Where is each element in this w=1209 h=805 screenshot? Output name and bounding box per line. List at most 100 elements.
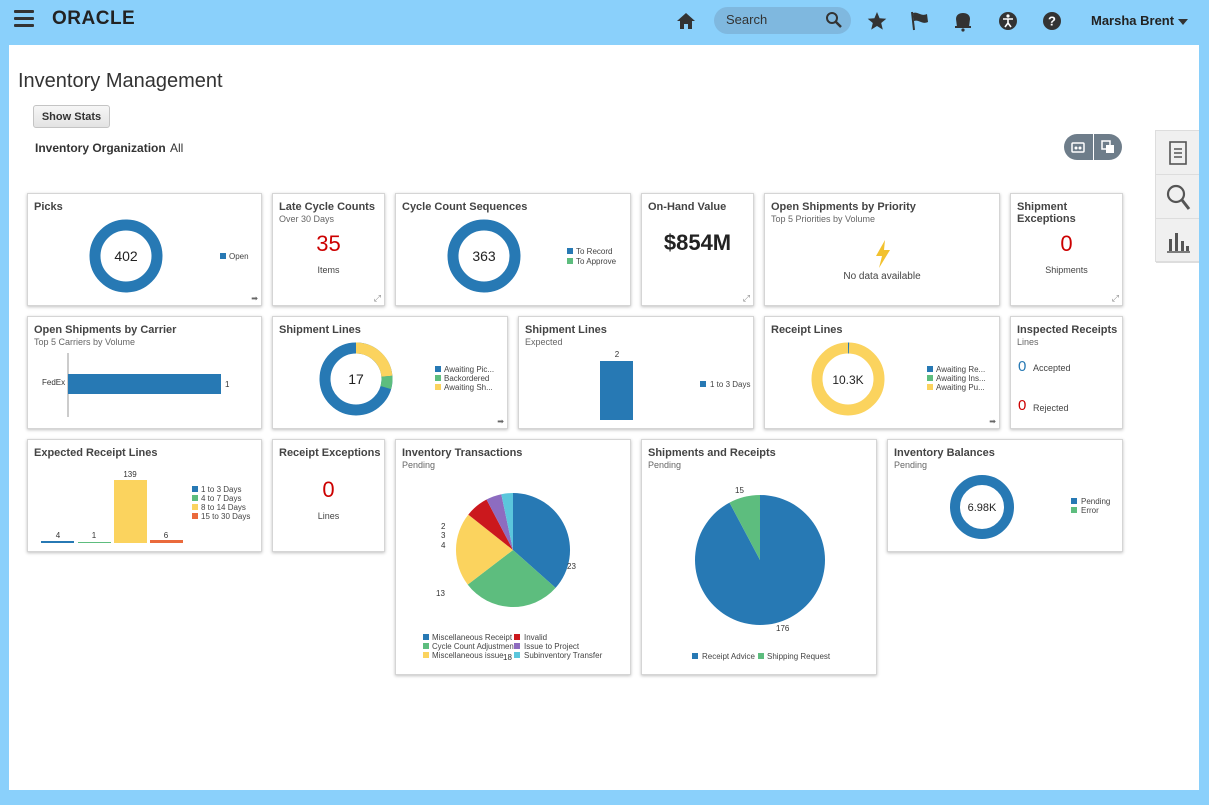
bar-15-to-30-days [150, 540, 183, 543]
bar-1-to-3-days [600, 361, 633, 420]
tile-inventory-transactions[interactable]: Inventory Transactions Pending 23 18 13 … [395, 439, 631, 675]
side-panel [1155, 130, 1199, 263]
chevron-down-icon [1178, 18, 1189, 25]
inventory-organization-label: Inventory Organization [35, 141, 166, 155]
page-title: Inventory Management [18, 70, 223, 92]
legend-label: Backordered [444, 374, 489, 383]
donut-slice-pending [950, 475, 1014, 539]
tile-open-shipments-by-priority[interactable]: Open Shipments by Priority Top 5 Priorit… [764, 193, 1000, 306]
legend-label: Issue to Project [524, 642, 580, 651]
legend-label: Miscellaneous issue [432, 651, 504, 660]
donut-slice-backordered [319, 342, 393, 416]
pie-value-label: 13 [436, 589, 445, 598]
tile-shipment-lines[interactable]: Shipment Lines 17 Awaiting Pic... Backor… [272, 316, 508, 429]
notifications-bell-icon[interactable] [952, 10, 974, 32]
tile-on-hand-value[interactable]: On-Hand Value $854M ⤢ [641, 193, 754, 306]
pie-value-label: 2 [441, 522, 446, 531]
legend-swatch [567, 248, 573, 254]
bar-value-label: 139 [123, 470, 137, 479]
legend-label: Subinventory Transfer [524, 651, 603, 660]
tile-shipment-exceptions[interactable]: Shipment Exceptions 0 Shipments ⤢ [1010, 193, 1123, 306]
arrow-right-icon[interactable]: ➡ [989, 417, 996, 426]
tile-late-cycle-counts[interactable]: Late Cycle Counts Over 30 Days 35 Items … [272, 193, 385, 306]
tile-receipt-exceptions[interactable]: Receipt Exceptions 0 Lines [272, 439, 385, 552]
menu-icon[interactable] [14, 10, 34, 27]
tile-shipments-and-receipts[interactable]: Shipments and Receipts Pending 15 176 Re… [641, 439, 877, 675]
expand-icon[interactable]: ⤢ [1111, 293, 1119, 303]
bar-value-label: 1 [92, 531, 97, 540]
tile-title: Open Shipments by Carrier [34, 324, 177, 336]
expand-icon[interactable]: ⤢ [742, 293, 750, 303]
tile-title: Receipt Exceptions [279, 447, 381, 459]
search-input[interactable] [726, 12, 821, 27]
tile-unit: Shipments [1045, 265, 1088, 275]
legend-label: Shipping Request [767, 652, 831, 661]
home-icon[interactable] [675, 10, 697, 32]
search-box[interactable] [714, 7, 851, 34]
accepted-label: Accepted [1033, 363, 1071, 373]
pie-value-label: 18 [503, 653, 512, 662]
tile-receipt-lines[interactable]: Receipt Lines 10.3K Awaiting Re... Await… [764, 316, 1000, 429]
accessibility-icon[interactable] [997, 10, 1019, 32]
tile-value: 35 [316, 231, 341, 256]
user-menu[interactable]: Marsha Brent [1091, 13, 1189, 28]
favorites-star-icon[interactable] [866, 10, 888, 32]
legend-label: Awaiting Re... [936, 365, 985, 374]
search-icon[interactable] [825, 11, 843, 29]
legend-label: Awaiting Pu... [936, 383, 985, 392]
tile-title: Inventory Balances [894, 447, 995, 459]
tile-title: Late Cycle Counts [279, 201, 375, 213]
oracle-logo[interactable]: ORACLE [52, 8, 136, 29]
user-name: Marsha Brent [1091, 13, 1175, 28]
tile-subtitle: Pending [402, 460, 436, 470]
inventory-transactions-pie-chart: 23 18 13 4 3 2 Miscellaneous Receipt Inv… [423, 492, 603, 662]
tile-unit: Lines [317, 511, 340, 521]
tile-shipment-lines-expected[interactable]: Shipment Lines Expected 2 1 to 3 Days [518, 316, 754, 429]
legend-label: Cycle Count Adjustment [432, 642, 517, 651]
legend-label: Awaiting Sh... [444, 383, 493, 392]
tile-title: Open Shipments by Priority [771, 201, 916, 213]
donut-center-value: 363 [472, 248, 496, 264]
main-content: Inventory Management Show Stats Inventor… [9, 45, 1199, 790]
pie-slice-receipt-advice [694, 495, 825, 625]
legend-label: To Record [576, 247, 612, 256]
expand-icon[interactable]: ⤢ [373, 293, 381, 303]
legend-swatch [567, 258, 573, 264]
bar-value-label: 6 [164, 531, 169, 540]
rejected-value: 0 [1018, 397, 1027, 414]
legend-label: Miscellaneous Receipt [432, 633, 513, 642]
donut-slice-awaiting-receipt [811, 342, 885, 416]
inventory-organization-value[interactable]: All [170, 141, 184, 155]
show-stats-button[interactable]: Show Stats [33, 105, 110, 128]
legend-label: 15 to 30 Days [201, 512, 250, 521]
copy-view-icon[interactable] [1094, 134, 1123, 160]
tile-inspected-receipts[interactable]: Inspected Receipts Lines 0 Accepted 0 Re… [1010, 316, 1123, 429]
tile-picks[interactable]: Picks 402 Open ➡ [27, 193, 262, 306]
legend-label: Awaiting Ins... [936, 374, 986, 383]
tasks-icon[interactable] [1156, 131, 1199, 175]
tile-open-shipments-by-carrier[interactable]: Open Shipments by Carrier Top 5 Carriers… [27, 316, 262, 429]
pie-slice-miscellaneous-issue [455, 514, 513, 585]
tile-subtitle: Pending [648, 460, 682, 470]
refresh-view-icon[interactable] [1064, 134, 1094, 160]
help-icon[interactable]: ? [1041, 10, 1063, 32]
pie-slice-subinventory-transfer [501, 492, 513, 550]
inventory-balances-donut-chart: 6.98K Pending Error [950, 475, 1110, 539]
donut-slice-awaiting-shipping [319, 342, 393, 416]
arrow-right-icon[interactable]: ➡ [497, 417, 504, 426]
legend-label: Pending [1081, 497, 1110, 506]
watchlist-flag-icon[interactable] [909, 10, 931, 32]
arrow-right-icon[interactable]: ➡ [251, 294, 258, 303]
tile-title: On-Hand Value [648, 201, 727, 213]
tile-subtitle: Top 5 Priorities by Volume [771, 214, 876, 224]
tile-value: $854M [663, 230, 732, 255]
tile-title: Receipt Lines [771, 324, 843, 336]
search-panel-icon[interactable] [1156, 175, 1199, 219]
tile-inventory-balances[interactable]: Inventory Balances Pending 6.98K Pending… [887, 439, 1123, 552]
tile-expected-receipt-lines[interactable]: Expected Receipt Lines 4 1 139 6 1 to 3 … [27, 439, 262, 552]
tile-title: Inventory Transactions [402, 447, 523, 459]
tile-title: Shipment Lines [525, 324, 607, 336]
analytics-chart-icon[interactable] [1156, 219, 1199, 263]
tile-cycle-count-sequences[interactable]: Cycle Count Sequences 363 To Record To A… [395, 193, 631, 306]
tile-subtitle: Over 30 Days [279, 214, 335, 224]
